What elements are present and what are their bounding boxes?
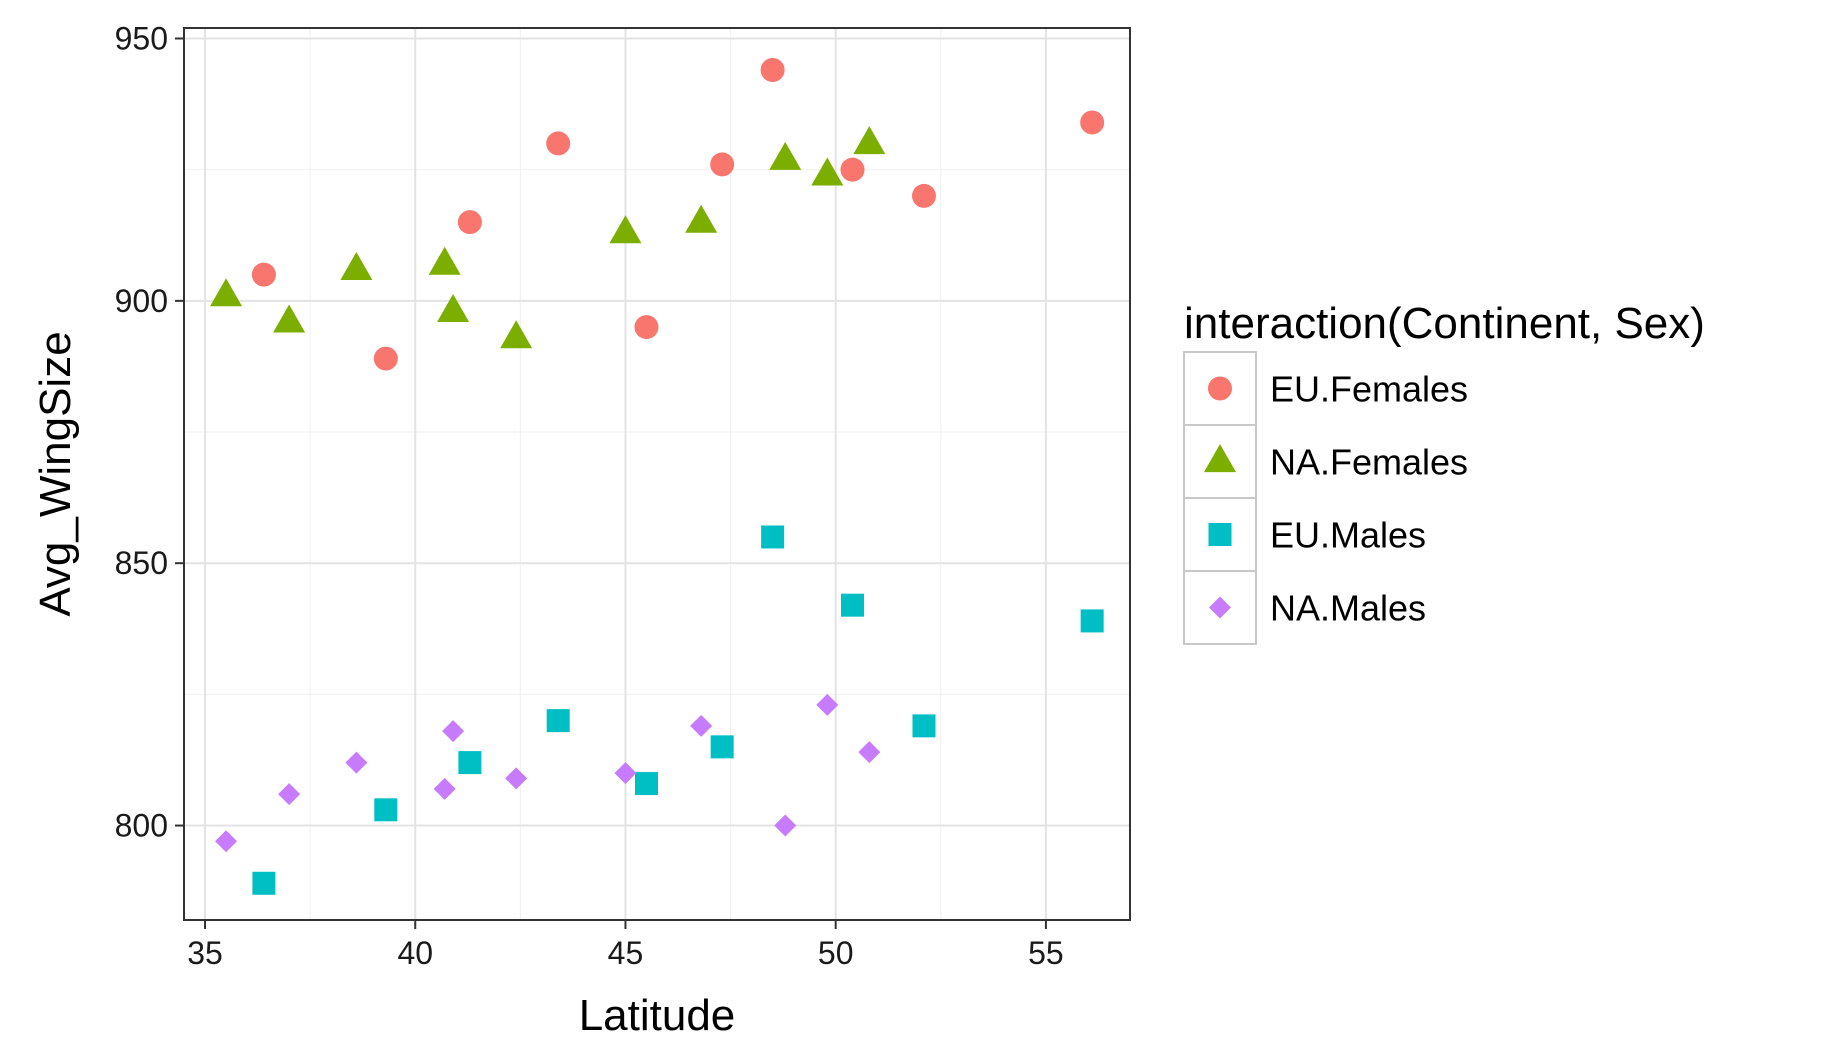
point-eu-males	[710, 735, 734, 759]
point-eu-males	[458, 751, 482, 775]
y-tick-label: 950	[115, 20, 168, 56]
point-na-females	[340, 252, 373, 281]
x-axis-title: Latitude	[579, 991, 736, 1040]
point-na-females	[769, 141, 802, 170]
point-eu-males	[761, 525, 785, 549]
point-na-males	[442, 720, 465, 743]
point-na-females	[609, 215, 642, 244]
point-eu-females	[634, 315, 659, 340]
point-na-females	[500, 320, 533, 349]
legend-label: EU.Females	[1270, 369, 1468, 410]
legend-key-marker	[1204, 444, 1236, 473]
legend-item: EU.Males	[1183, 497, 1426, 572]
legend-item: NA.Females	[1183, 424, 1468, 499]
point-na-males	[614, 762, 637, 785]
point-na-females	[428, 246, 461, 275]
point-na-females	[437, 293, 470, 322]
point-eu-females	[457, 210, 482, 235]
y-tick-label: 850	[115, 545, 168, 581]
legend-label: EU.Males	[1270, 515, 1426, 556]
x-tick-label: 45	[608, 935, 644, 971]
point-na-males	[505, 767, 528, 790]
grid-minor	[184, 28, 1130, 920]
point-eu-males	[546, 709, 570, 733]
plot-panel-border	[183, 27, 1131, 921]
x-tick-label: 35	[187, 935, 223, 971]
data-points	[210, 57, 1105, 895]
series-na-males	[215, 693, 881, 853]
legend-label: NA.Females	[1270, 442, 1468, 483]
point-na-females	[853, 126, 886, 155]
point-na-males	[858, 741, 881, 764]
legend-label: NA.Males	[1270, 588, 1426, 629]
point-eu-males	[1080, 609, 1104, 633]
legend-items: EU.Females NA.Females EU.Males NA.Males	[1183, 351, 1468, 645]
plot-panel	[184, 28, 1130, 920]
series-na-females	[210, 126, 886, 349]
legend-key-marker	[1208, 376, 1232, 401]
series-eu-females	[251, 57, 1105, 371]
y-axis: 800 850 900 950	[115, 20, 184, 844]
y-tick-label: 800	[115, 808, 168, 844]
point-eu-males	[841, 593, 865, 617]
point-eu-females	[373, 346, 398, 371]
point-eu-females	[840, 157, 865, 182]
point-na-males	[345, 751, 368, 774]
legend-key-marker	[1208, 523, 1232, 546]
point-na-males	[690, 714, 713, 737]
point-na-males	[433, 777, 456, 800]
legend-title: interaction(Continent, Sex)	[1184, 299, 1705, 348]
point-eu-females	[710, 152, 735, 177]
legend: interaction(Continent, Sex) EU.Females NA…	[1183, 299, 1705, 645]
point-eu-males	[374, 798, 398, 822]
point-eu-males	[634, 772, 658, 796]
x-tick-label: 40	[397, 935, 433, 971]
point-eu-males	[912, 714, 936, 738]
point-eu-females	[760, 57, 785, 82]
x-tick-label: 55	[1028, 935, 1064, 971]
legend-item: EU.Females	[1183, 351, 1468, 426]
point-na-females	[811, 157, 844, 186]
point-na-males	[774, 814, 797, 837]
legend-item: NA.Males	[1183, 570, 1426, 645]
point-na-males	[215, 830, 238, 853]
series-eu-males	[252, 525, 1104, 895]
point-na-females	[210, 278, 243, 307]
y-axis-title: Avg_WingSize	[31, 331, 80, 616]
x-tick-label: 50	[818, 935, 854, 971]
legend-key-marker	[1209, 596, 1231, 619]
point-eu-females	[911, 183, 936, 208]
point-eu-males	[252, 871, 276, 895]
point-eu-females	[1080, 110, 1105, 135]
point-na-males	[816, 693, 839, 716]
point-eu-females	[546, 131, 571, 156]
x-axis: 35 40 45 50 55	[187, 920, 1064, 971]
point-na-males	[278, 783, 301, 806]
point-na-females	[685, 204, 718, 233]
y-tick-label: 900	[115, 283, 168, 319]
point-eu-females	[251, 262, 276, 287]
point-na-females	[273, 304, 306, 333]
